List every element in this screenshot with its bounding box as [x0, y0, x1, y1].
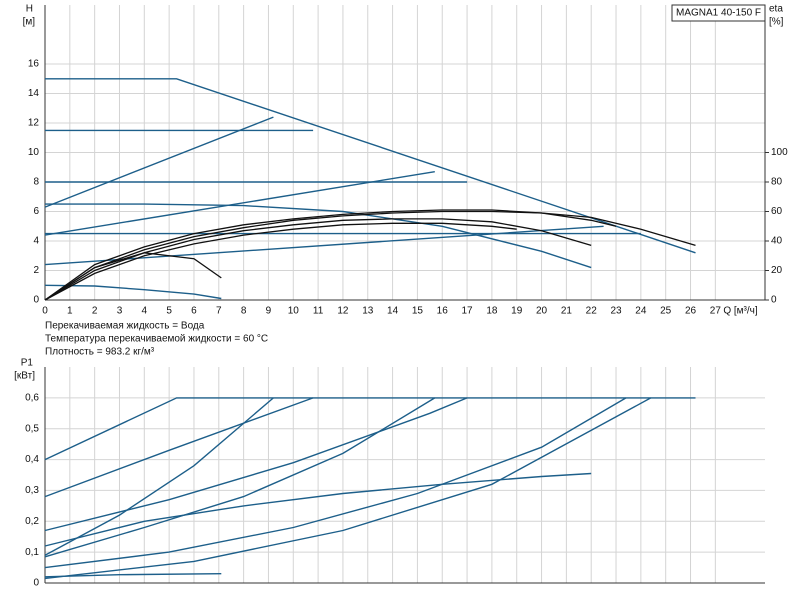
y-label-unit: [кВт]: [14, 371, 35, 382]
x-tick-label: 2: [92, 306, 98, 317]
curve: [44, 397, 314, 498]
chart-title: MAGNA1 40-150 F: [676, 8, 761, 19]
x-tick-label: 5: [166, 306, 172, 317]
y-tick-label: 14: [28, 88, 40, 99]
curve: [45, 78, 696, 254]
curve: [44, 573, 222, 578]
x-tick-label: 11: [313, 306, 324, 317]
x-tick-label: 3: [117, 306, 123, 317]
x-tick-label: 25: [660, 306, 672, 317]
curve: [44, 222, 517, 301]
curve: [45, 203, 592, 269]
y2-tick-label: 20: [771, 265, 783, 276]
x-tick-label: 0: [42, 306, 48, 317]
x-tick-label: 18: [486, 306, 498, 317]
x-tick-label: 8: [241, 306, 247, 317]
y-tick-label: 0,4: [25, 454, 39, 465]
x-tick-label: 6: [191, 306, 197, 317]
curve: [44, 397, 652, 580]
x-tick-label: 23: [610, 306, 622, 317]
y-tick-label: 0,5: [25, 423, 39, 434]
curve: [44, 171, 435, 236]
x-tick-label: 9: [266, 306, 272, 317]
x-tick-label: 10: [288, 306, 300, 317]
x-label: Q [м³/ч]: [723, 306, 758, 317]
x-tick-label: 20: [536, 306, 548, 317]
note: Температура перекачиваемой жидкости = 60…: [45, 334, 268, 345]
y2-tick-label: 0: [771, 295, 777, 306]
x-tick-label: 4: [142, 306, 148, 317]
y2-tick-label: 60: [771, 206, 783, 217]
y2-tick-label: 80: [771, 177, 783, 188]
curve: [44, 116, 274, 208]
y-tick-label: 0: [33, 578, 39, 589]
y2-label-unit: [%]: [769, 17, 784, 28]
y-label: H: [26, 4, 33, 15]
x-tick-label: 19: [511, 306, 523, 317]
curve: [44, 397, 468, 532]
y2-tick-label: 100: [771, 147, 788, 158]
y-tick-label: 6: [33, 206, 39, 217]
curve: [44, 397, 274, 556]
curve: [44, 252, 222, 301]
y-tick-label: 0,6: [25, 392, 39, 403]
x-tick-label: 16: [437, 306, 449, 317]
curve: [44, 397, 436, 558]
y-tick-label: 10: [28, 147, 40, 158]
x-tick-label: 21: [561, 306, 573, 317]
y2-tick-label: 40: [771, 236, 783, 247]
y-label: P1: [21, 358, 34, 369]
x-tick-label: 27: [710, 306, 722, 317]
x-tick-label: 24: [635, 306, 647, 317]
y2-label: eta: [769, 4, 783, 15]
x-tick-label: 13: [362, 306, 374, 317]
x-tick-label: 14: [387, 306, 399, 317]
y-tick-label: 8: [33, 177, 39, 188]
note: Плотность = 983.2 кг/м³: [45, 347, 155, 358]
curve: [44, 209, 617, 301]
x-tick-label: 12: [337, 306, 349, 317]
x-tick-label: 1: [67, 306, 73, 317]
curve: [44, 397, 696, 461]
y-tick-label: 0: [33, 295, 39, 306]
curve: [44, 284, 222, 300]
x-tick-label: 26: [685, 306, 697, 317]
y-tick-label: 0,2: [25, 516, 39, 527]
title-box: [671, 4, 766, 22]
y-tick-label: 2: [33, 265, 39, 276]
y-tick-label: 12: [28, 118, 40, 129]
y-tick-label: 0,3: [25, 485, 39, 496]
curve: [44, 210, 696, 301]
curve: [44, 397, 627, 569]
y-tick-label: 0,1: [25, 547, 39, 558]
y-label-unit: [м]: [23, 17, 36, 28]
x-tick-label: 17: [462, 306, 474, 317]
note: Перекачиваемая жидкость = Вода: [45, 321, 205, 332]
x-tick-label: 15: [412, 306, 424, 317]
y-tick-label: 16: [28, 59, 40, 70]
y-tick-label: 4: [33, 236, 39, 247]
x-tick-label: 22: [586, 306, 598, 317]
x-tick-label: 7: [216, 306, 222, 317]
curve: [44, 472, 592, 547]
plot-layer: 0 1 2 3 4 5 6 7 8 9 10 11 12 13 14 15 16 17 18 19 20 21 22 23 24…: [14, 4, 788, 589]
